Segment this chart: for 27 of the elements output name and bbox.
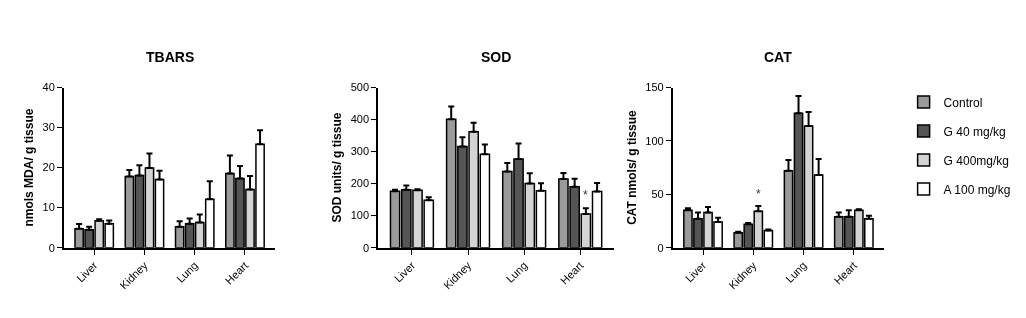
legend-label: Control xyxy=(943,95,983,110)
y-tick-label: 100 xyxy=(350,209,370,222)
y-tick-label: 20 xyxy=(42,161,55,174)
annotation: * xyxy=(756,187,761,201)
y-tick-label: 100 xyxy=(645,134,664,147)
chart-title: CAT xyxy=(764,49,793,65)
legend-label: G 40 mg/kg xyxy=(943,124,1006,139)
y-axis-title: nmols MDA/ g tissue xyxy=(22,108,37,227)
y-axis-title: CAT nmols/ g tissue xyxy=(625,110,640,225)
chart-title: TBARS xyxy=(146,49,195,65)
y-tick-label: 200 xyxy=(350,177,370,190)
legend-label: A 100 mg/kg xyxy=(943,182,1011,197)
y-tick-label: 30 xyxy=(42,121,55,134)
y-tick-label: 500 xyxy=(350,81,370,94)
y-tick-label: 0 xyxy=(657,241,664,254)
y-tick-label: 400 xyxy=(350,113,370,126)
y-tick-label: 10 xyxy=(42,201,55,214)
y-tick-label: 300 xyxy=(350,145,370,158)
chart-title: SOD xyxy=(481,49,512,65)
y-axis-title: SOD units/ g tissue xyxy=(330,112,345,223)
y-tick-label: 50 xyxy=(651,188,664,201)
y-tick-label: 0 xyxy=(48,241,55,254)
y-tick-label: 40 xyxy=(42,81,55,94)
y-tick-label: 150 xyxy=(645,81,664,94)
y-tick-label: 0 xyxy=(362,241,370,254)
legend-label: G 400mg/kg xyxy=(943,153,1009,168)
annotation: * xyxy=(583,188,588,202)
